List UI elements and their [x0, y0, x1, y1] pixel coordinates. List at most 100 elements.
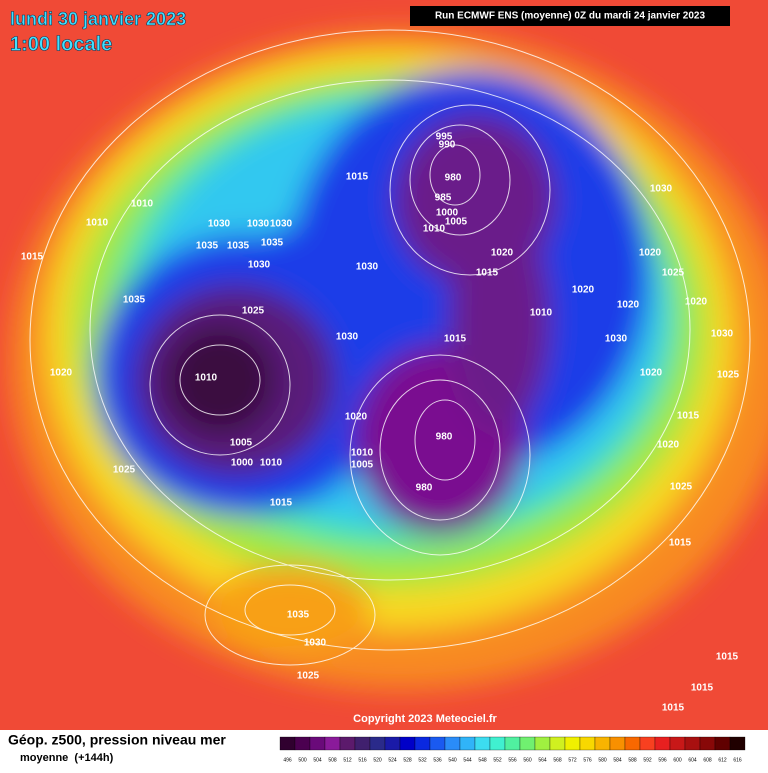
level-label: 596 [658, 757, 667, 763]
level-label: 508 [328, 757, 337, 763]
color-cell [579, 736, 596, 751]
isobar-label: 1015 [691, 683, 714, 694]
isobar-label: 1015 [270, 498, 293, 509]
map-field [0, 0, 768, 730]
level-label: 588 [628, 757, 637, 763]
run-info: Run ECMWF ENS (moyenne) 0Z du mardi 24 j… [435, 11, 706, 22]
color-cell [459, 736, 476, 751]
isobar-label: 1030 [711, 329, 734, 340]
color-cell [324, 736, 341, 751]
isobar-label: 1025 [670, 482, 693, 493]
color-cell [354, 736, 371, 751]
isobar-label: 980 [445, 173, 462, 184]
isobar-label: 1020 [50, 368, 73, 379]
color-cell [609, 736, 626, 751]
isobar-label: 1030 [336, 332, 359, 343]
isobar-label: 1030 [304, 638, 327, 649]
color-cell [309, 736, 326, 751]
color-cell [339, 736, 356, 751]
isobar-label: 1025 [662, 268, 685, 279]
isobar-label: 990 [439, 140, 456, 151]
isobar-label: 1030 [605, 334, 628, 345]
level-label: 512 [343, 757, 352, 763]
isobar-label: 1030 [356, 262, 379, 273]
isobar-label: 995 [436, 132, 453, 143]
isobar-label: 1035 [261, 238, 284, 249]
level-label: 544 [463, 757, 472, 763]
isobar-label: 1020 [639, 248, 662, 259]
isobar-label: 980 [416, 483, 433, 494]
isobar-label: 1035 [287, 610, 310, 621]
level-label: 600 [673, 757, 682, 763]
isobar-label: 1015 [716, 652, 739, 663]
isobar-label: 1010 [131, 199, 154, 210]
color-cell [504, 736, 521, 751]
isobar-label: 1020 [657, 440, 680, 451]
color-cell [279, 736, 296, 751]
level-label: 616 [733, 757, 742, 763]
level-label: 520 [373, 757, 382, 763]
level-label: 568 [553, 757, 562, 763]
level-label: 576 [583, 757, 592, 763]
level-label: 552 [493, 757, 502, 763]
run-box [410, 6, 730, 26]
color-cell [489, 736, 506, 751]
level-label: 524 [388, 757, 397, 763]
level-label: 536 [433, 757, 442, 763]
isobar-label: 1025 [113, 465, 136, 476]
isobar-label: 1000 [231, 458, 254, 469]
level-label: 504 [313, 757, 322, 763]
local-time: 1:00 locale [10, 33, 112, 55]
level-label: 604 [688, 757, 697, 763]
level-label: 540 [448, 757, 457, 763]
color-cell [519, 736, 536, 751]
color-cell [384, 736, 401, 751]
level-label: 516 [358, 757, 367, 763]
color-cell [294, 736, 311, 751]
isobar-label: 1010 [423, 224, 446, 235]
isobar-label: 1015 [669, 538, 692, 549]
color-cell [549, 736, 566, 751]
isobar-label: 1010 [351, 448, 374, 459]
isobar-label: 1020 [617, 300, 640, 311]
level-label: 548 [478, 757, 487, 763]
level-label: 584 [613, 757, 622, 763]
isobar-label: 1015 [346, 172, 369, 183]
color-cell [444, 736, 461, 751]
level-label: 532 [418, 757, 427, 763]
isobar-label: 1035 [123, 295, 146, 306]
level-label: 500 [298, 757, 307, 763]
isobar-label: 1000 [436, 208, 459, 219]
isobar-label: 1015 [21, 252, 44, 263]
level-label: 592 [643, 757, 652, 763]
isobar-labels: 9959909809851000100510101020101510151030… [21, 132, 740, 714]
color-cell [654, 736, 671, 751]
level-label: 528 [403, 757, 412, 763]
isobar-label: 985 [435, 193, 452, 204]
level-label: 556 [508, 757, 517, 763]
isobar-label: 1025 [242, 306, 265, 317]
isobar-label: 1015 [677, 411, 700, 422]
isobar-label: 1015 [662, 703, 685, 714]
isobar-label: 1020 [572, 285, 595, 296]
isobar-label: 1010 [195, 373, 218, 384]
isobar-label: 1015 [444, 334, 467, 345]
isobar-label: 1010 [86, 218, 109, 229]
color-cell [414, 736, 431, 751]
isobar-label: 1030 [248, 260, 271, 271]
isobar-label: 1030 [247, 219, 270, 230]
color-cell [534, 736, 551, 751]
isobar-label: 1020 [685, 297, 708, 308]
level-label: 564 [538, 757, 547, 763]
isobar-label: 1005 [230, 438, 253, 449]
isobar-label: 1035 [227, 241, 250, 252]
color-cell [399, 736, 416, 751]
level-label: 560 [523, 757, 532, 763]
color-cell [639, 736, 656, 751]
color-cell [564, 736, 581, 751]
isobar-label: 1010 [530, 308, 553, 319]
legend-subtitle: moyenne (+144h) [20, 752, 114, 764]
isobar-label: 1005 [445, 217, 468, 228]
isobar-label: 1015 [476, 268, 499, 279]
